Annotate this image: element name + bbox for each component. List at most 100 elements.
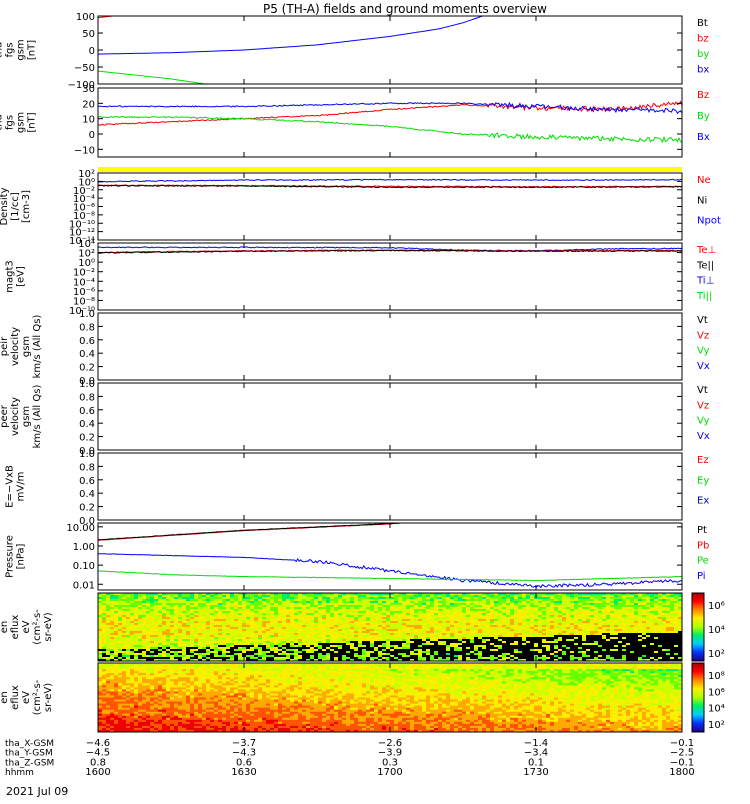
- y-tick-label: 0.8: [79, 462, 95, 473]
- series-line-Pe: [98, 571, 682, 581]
- legend-label: Vx: [697, 361, 710, 372]
- legend-label: Vt: [697, 385, 708, 396]
- y-tick-label: 10: [82, 115, 95, 126]
- y-axis-label: thapeervelocitygsmkm/s (All Qs): [0, 385, 43, 449]
- y-axis-label-line: fgs: [5, 42, 16, 57]
- legend-label: Bt: [697, 18, 708, 29]
- legend-label: Pe: [697, 556, 709, 567]
- y-axis-label-line: velocity: [10, 327, 21, 366]
- y-tick-label: 50: [82, 29, 95, 40]
- y-axis-label-line: [cm-3]: [21, 190, 32, 223]
- y-tick-label: 0.8: [79, 322, 95, 333]
- y-axis-label-line: magt3: [5, 260, 16, 293]
- y-axis-label-line: peir: [0, 336, 10, 356]
- y-axis-label: E=−VxBmV/m: [5, 465, 27, 508]
- y-axis-label-line: km/s (All Qs): [32, 315, 43, 379]
- legend-label: Pt: [697, 525, 707, 536]
- y-tick-label: 0.8: [79, 392, 95, 403]
- legend-label: Ez: [697, 455, 709, 466]
- panel-density: 10²10⁰10⁻²10⁻⁴10⁻⁶10⁻⁸10⁻¹⁰10⁻¹²10⁻¹⁴NeN…: [0, 169, 721, 247]
- y-axis-label: magt3[eV]: [5, 260, 27, 293]
- y-tick-label: 30: [82, 84, 95, 95]
- panel-frame: [98, 313, 682, 380]
- legend-label: Ne: [697, 175, 711, 186]
- series-line-by: [98, 71, 205, 84]
- panels: 100500−50−100Btbzbybxthafgsgsm[nT]302010…: [0, 12, 725, 732]
- y-tick-label: 0: [89, 46, 95, 57]
- panel-frame: [98, 173, 682, 240]
- y-axis-label-line: [1/cc]: [10, 192, 21, 221]
- y-axis-label-line: Pressure: [5, 535, 16, 578]
- y-tick-label: 0.6: [79, 476, 95, 487]
- y-axis-label: thapeirvelocitygsmkm/s (All Qs): [0, 315, 43, 379]
- series-line-Npot: [98, 179, 682, 182]
- y-axis-label-line: [nT]: [27, 112, 38, 132]
- y-tick-label: 1.0: [79, 309, 95, 320]
- legend-label: Pb: [697, 540, 709, 551]
- series-line-bx: [98, 16, 483, 54]
- legend-label: Ey: [697, 475, 709, 486]
- legend-label: Ex: [697, 496, 709, 507]
- y-tick-label: 10.00: [66, 523, 95, 534]
- legend-label: Npot: [697, 216, 721, 227]
- legend-label: Ni: [697, 195, 707, 206]
- legend-label: Vz: [697, 330, 709, 341]
- y-tick-label: 0.01: [73, 580, 95, 591]
- y-axis-label: thafgsgsm[nT]: [0, 112, 38, 133]
- y-axis-label-line: mV/m: [16, 472, 27, 502]
- y-tick-label: 1.0: [79, 379, 95, 390]
- legend-label: by: [697, 49, 709, 60]
- y-axis-label-line: km/s (All Qs): [32, 385, 43, 449]
- y-axis-label-line: [nT]: [27, 40, 38, 60]
- panel-frame: [98, 88, 682, 157]
- panel-peir_spec: 10⁶10⁴10²thapeirenefluxeV(cm²-s-sr-eV): [0, 593, 725, 661]
- panel-frame: [98, 453, 682, 520]
- y-axis-label: thafgsgsm[nT]: [0, 39, 38, 60]
- legend-label: Ti||: [696, 291, 712, 302]
- y-axis-label-line: gsm: [16, 112, 27, 133]
- y-tick-label: −50: [74, 63, 95, 74]
- y-axis-label: Density[1/cc][cm-3]: [0, 187, 32, 225]
- y-axis-label-line: fgs: [5, 115, 16, 130]
- series-line-Bz: [98, 102, 682, 126]
- y-axis-label-line: E=−VxB: [5, 465, 16, 508]
- legend-label: Pi: [697, 571, 706, 582]
- date-label: 2021 Jul 09: [6, 785, 68, 798]
- legend-label: Vt: [697, 315, 708, 326]
- legend-label: bz: [697, 34, 709, 45]
- ephemeris-strip: [98, 167, 682, 172]
- y-axis-label: Pressure[nPa]: [5, 535, 27, 578]
- panel-peer_v: 1.00.80.60.40.20.0VtVzVyVxthapeervelocit…: [0, 379, 710, 457]
- legend-label: Vy: [697, 416, 710, 427]
- y-tick-label: 0.2: [79, 503, 95, 514]
- y-axis-label-line: Density: [0, 187, 10, 225]
- panel-peir_v: 1.00.80.60.40.20.0VtVzVyVxthapeirvelocit…: [0, 309, 710, 387]
- y-axis-label-line: peer: [0, 404, 10, 428]
- y-tick-label: 0.6: [79, 336, 95, 347]
- legend-label: Te||: [696, 260, 714, 271]
- panel-frame: [98, 243, 682, 310]
- y-tick-label: 0.4: [79, 349, 95, 360]
- y-axis-label-line: gsm: [16, 39, 27, 60]
- y-tick-label: 100: [76, 12, 95, 23]
- y-tick-label: 0.10: [73, 561, 95, 572]
- y-axis-label-line: [nPa]: [16, 543, 27, 569]
- legend-label: Vz: [697, 400, 709, 411]
- legend-label: Vx: [697, 431, 710, 442]
- panel-frame: [98, 523, 682, 590]
- y-tick-label: −10: [74, 145, 95, 156]
- panel-frame: [98, 16, 682, 84]
- y-axis-label-line: gsm: [21, 406, 32, 427]
- y-axis-label-line: gsm: [21, 336, 32, 357]
- y-tick-label: 1.00: [73, 542, 95, 553]
- series-line-Pi: [98, 554, 682, 588]
- legend-label: Ti⊥: [696, 276, 714, 287]
- panel-pressure: 10.00 1.00 0.10 0.01 Pt Pb Pe Pi Pressure[nPa]: [5, 523, 710, 591]
- legend-label: Bz: [697, 90, 709, 101]
- panel-temp: 10⁴10²10⁰10⁻²10⁻⁴10⁻⁶10⁻⁸10⁻¹⁰Te⊥Te||Ti⊥…: [5, 239, 717, 317]
- series-line-Bx: [98, 103, 682, 114]
